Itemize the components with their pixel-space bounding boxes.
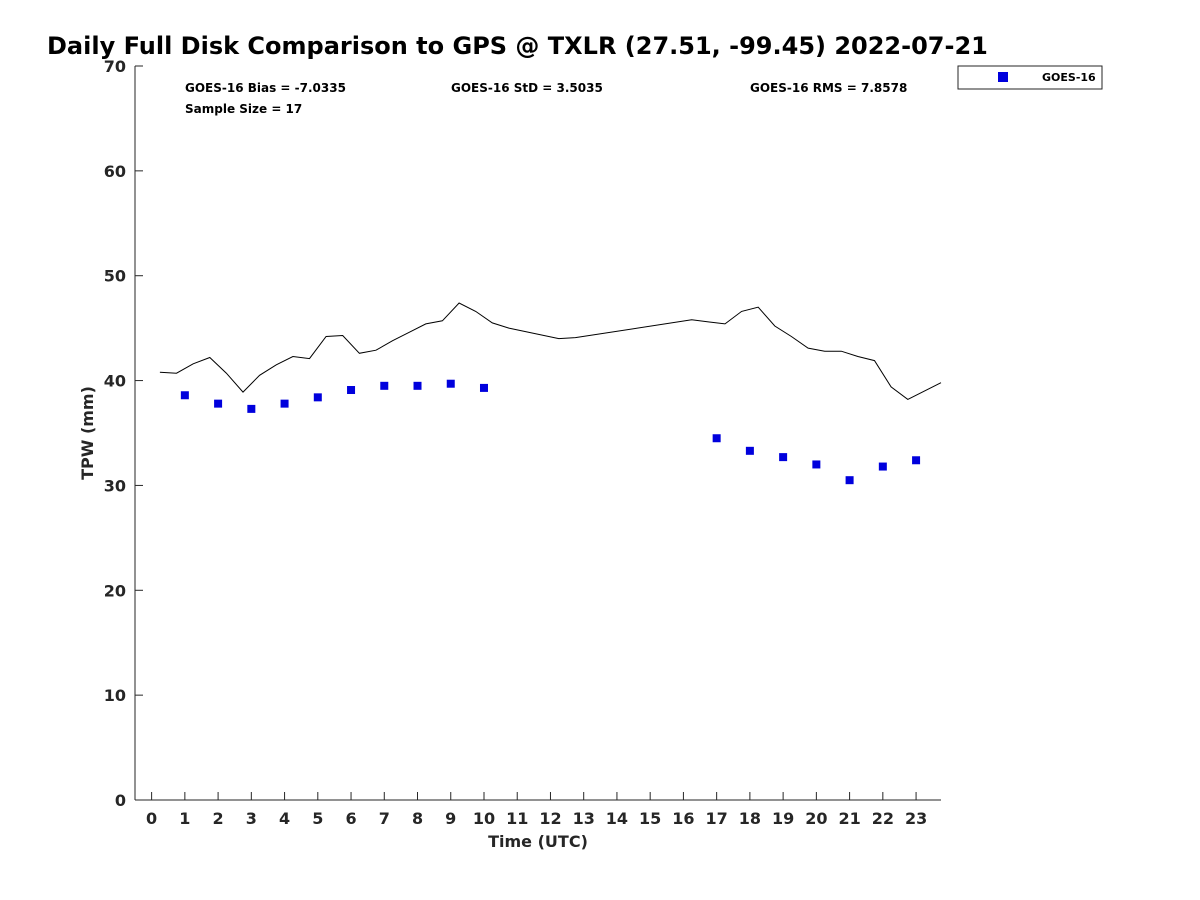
y-tick-label: 30	[104, 476, 126, 495]
data-point	[380, 381, 389, 390]
data-point	[779, 453, 788, 462]
x-tick-label: 14	[606, 809, 628, 828]
x-tick-label: 21	[838, 809, 860, 828]
x-tick-label: 20	[805, 809, 827, 828]
x-tick-label: 0	[146, 809, 157, 828]
x-tick-label: 11	[506, 809, 528, 828]
stat-rms: GOES-16 RMS = 7.8578	[750, 81, 907, 95]
x-tick-label: 7	[379, 809, 390, 828]
stats-annotations: GOES-16 Bias = -7.0335 GOES-16 StD = 3.5…	[185, 81, 907, 116]
data-point	[878, 462, 887, 471]
x-tick-label: 15	[639, 809, 661, 828]
stat-sample-size: Sample Size = 17	[185, 102, 302, 116]
x-tick-label: 2	[213, 809, 224, 828]
chart-title: Daily Full Disk Comparison to GPS @ TXLR…	[47, 32, 988, 60]
data-point	[912, 456, 921, 465]
x-tick-label: 12	[539, 809, 561, 828]
x-tick-label: 19	[772, 809, 794, 828]
x-tick-label: 16	[672, 809, 694, 828]
x-axis-label: Time (UTC)	[488, 832, 588, 851]
data-point	[712, 434, 721, 443]
data-point	[413, 381, 422, 390]
x-tick-label: 8	[412, 809, 423, 828]
data-point	[247, 404, 256, 413]
data-point	[479, 383, 488, 392]
y-axis-label: TPW (mm)	[78, 386, 97, 480]
data-point	[313, 393, 322, 402]
y-ticks: 0 10 20 30 40 50 60 70	[104, 57, 143, 810]
x-tick-label: 13	[573, 809, 595, 828]
y-tick-label: 50	[104, 267, 126, 286]
y-tick-label: 20	[104, 581, 126, 600]
data-point	[446, 379, 455, 388]
x-tick-label: 5	[312, 809, 323, 828]
x-tick-label: 17	[706, 809, 728, 828]
data-point	[180, 391, 189, 400]
y-tick-label: 0	[115, 791, 126, 810]
y-tick-label: 10	[104, 686, 126, 705]
data-point	[745, 446, 754, 455]
data-point	[280, 399, 289, 408]
data-point	[347, 386, 356, 395]
x-tick-label: 9	[445, 809, 456, 828]
stat-bias: GOES-16 Bias = -7.0335	[185, 81, 346, 95]
y-tick-label: 60	[104, 162, 126, 181]
x-tick-label: 18	[739, 809, 761, 828]
plot-area	[159, 302, 942, 485]
data-point	[214, 399, 223, 408]
legend-box	[957, 65, 1103, 90]
stat-std: GOES-16 StD = 3.5035	[451, 81, 603, 95]
x-tick-label: 10	[473, 809, 495, 828]
x-ticks: 0 1 2 3 4 5 6 7 8 9 10 11 12 13 14 15 16 17 18 19 20 21 22 23	[146, 792, 927, 828]
legend: GOES-16	[957, 65, 1103, 90]
x-tick-label: 1	[179, 809, 190, 828]
axes	[134, 66, 941, 801]
data-point	[812, 460, 821, 469]
x-tick-label: 22	[872, 809, 894, 828]
y-tick-label: 40	[104, 372, 126, 391]
series-line	[159, 302, 942, 400]
legend-entry-goes16: GOES-16	[1042, 71, 1096, 84]
x-tick-label: 4	[279, 809, 290, 828]
data-point	[845, 476, 854, 485]
x-tick-label: 6	[345, 809, 356, 828]
y-tick-label: 70	[104, 57, 126, 76]
x-tick-label: 23	[905, 809, 927, 828]
legend-marker	[998, 72, 1008, 82]
x-tick-label: 3	[246, 809, 257, 828]
